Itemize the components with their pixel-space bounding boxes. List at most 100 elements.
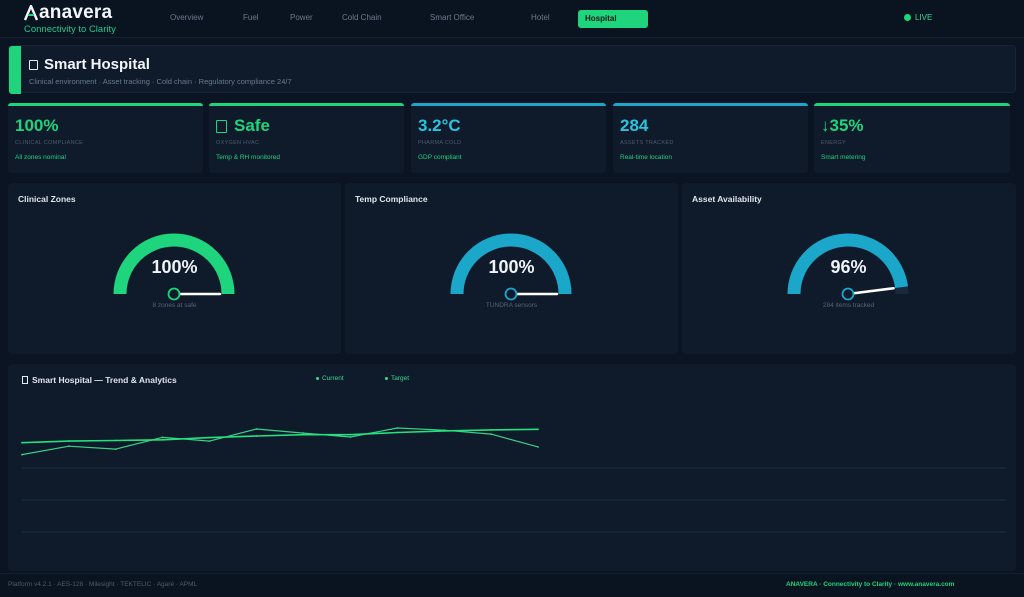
data-point (161, 436, 164, 439)
gauge-sub: 8 zones at safe (152, 302, 197, 309)
shield-icon (216, 119, 227, 133)
gauge-fill (787, 233, 909, 295)
gauge-sub: TUNDRA sensors (485, 302, 538, 309)
nav-hospital-active[interactable]: Hospital (578, 10, 648, 28)
gauge-title: Clinical Zones (18, 194, 76, 204)
kpi-label: ASSETS TRACKED (620, 140, 674, 146)
kpi-card-compliance[interactable]: 100% CLINICAL COMPLIANCE All zones nomin… (8, 103, 203, 173)
nav-fuel[interactable]: Fuel (243, 13, 259, 22)
nav-power[interactable]: Power (290, 13, 313, 22)
kpi-value: 3.2°C (418, 116, 461, 135)
gauge-fill (113, 233, 235, 295)
nav-overview[interactable]: Overview (170, 13, 204, 22)
kpi-label: ENERGY (821, 140, 847, 146)
gauge-hub (167, 287, 181, 301)
data-point (302, 432, 305, 434)
live-indicator: LIVE (904, 13, 932, 22)
data-point (490, 433, 492, 435)
gauge-value: 96% (830, 257, 867, 277)
legend-dot-icon (385, 377, 388, 380)
data-point (21, 441, 23, 444)
data-point (490, 429, 492, 431)
gauge-card-temp-compliance: Temp Compliance 100% TUNDRA sensors (345, 183, 678, 354)
gauge-dial (450, 233, 572, 301)
gauge-title: Asset Availability (692, 194, 762, 204)
legend-label: Current (322, 375, 344, 382)
page-title-text: Smart Hospital (44, 56, 150, 73)
kpi-sub: GDP compliant (418, 154, 462, 161)
kpi-sub: Temp & RH monitored (216, 154, 280, 161)
gauge-fill (450, 233, 572, 295)
logo-a-icon (24, 5, 38, 21)
kpi-card-hvac[interactable]: Safe OXYGEN HVAC Temp & RH monitored (209, 103, 404, 173)
live-label: LIVE (915, 13, 933, 22)
brand-name: anavera (39, 2, 113, 23)
gauge-value: 100% (488, 257, 535, 277)
data-point (349, 433, 352, 436)
trend-title-text: Smart Hospital — Trend & Analytics (32, 375, 177, 385)
footer-brand-link[interactable]: ANAVERA · Connectivity to Clarity · www.… (786, 581, 955, 588)
kpi-value-text: Safe (234, 116, 270, 135)
trend-chart-card: Smart Hospital — Trend & Analytics Curre… (8, 364, 1016, 571)
data-point (302, 433, 305, 436)
page-header: Smart Hospital Clinical environment · As… (8, 45, 1016, 94)
gauge-dial (113, 233, 235, 301)
brand-tagline: Connectivity to Clarity (24, 24, 116, 35)
kpi-value: Safe (216, 116, 270, 136)
data-point (114, 448, 117, 450)
data-point (208, 440, 211, 442)
legend-current[interactable]: Current (316, 375, 344, 382)
data-point (255, 428, 258, 430)
gauge-value: 100% (151, 257, 198, 277)
data-point (208, 436, 211, 439)
trend-title: Smart Hospital — Trend & Analytics (22, 375, 177, 385)
data-point (396, 431, 399, 434)
nav-cold-chain[interactable]: Cold Chain (342, 13, 382, 22)
data-point (349, 436, 352, 438)
kpi-value: 100% (15, 116, 59, 135)
kpi-card-energy[interactable]: ↓35% ENERGY Smart metering (814, 103, 1010, 173)
data-point (161, 438, 164, 441)
kpi-label: CLINICAL COMPLIANCE (15, 140, 84, 146)
footer: Platform v4.2.1 · AES-128 · Milesight · … (0, 573, 1024, 597)
data-point (537, 446, 539, 448)
brand-logo[interactable]: anavera Connectivity to Clarity (24, 2, 116, 35)
gauge-card-clinical-zones: Clinical Zones 100% 8 zones at safe (8, 183, 341, 354)
kpi-value: ↓35% (821, 116, 864, 135)
data-point (443, 430, 446, 432)
data-point (68, 440, 70, 442)
nav-hotel[interactable]: Hotel (531, 13, 550, 22)
legend-target[interactable]: Target (385, 375, 409, 382)
kpi-card-pharma[interactable]: 3.2°C PHARMA COLD GDP compliant (411, 103, 606, 173)
data-point (255, 435, 258, 437)
data-point (396, 427, 399, 429)
data-point (21, 453, 23, 456)
gauge-sub: 284 items tracked (822, 302, 875, 309)
page-subtitle: Clinical environment · Asset tracking · … (29, 77, 292, 86)
nav-smart-office[interactable]: Smart Office (430, 13, 475, 22)
header-accent-bar (9, 46, 21, 94)
gauge-dial (787, 233, 909, 301)
gauge-needle (846, 286, 895, 296)
data-point (114, 439, 117, 442)
kpi-card-assets[interactable]: 284 ASSETS TRACKED Real-time location (613, 103, 808, 173)
legend-label: Target (391, 375, 410, 382)
footer-platform-info: Platform v4.2.1 · AES-128 · Milesight · … (8, 581, 198, 588)
kpi-sub: All zones nominal (15, 154, 66, 161)
gauge-card-asset-availability: Asset Availability 96% 284 items tracked (682, 183, 1016, 354)
kpi-label: PHARMA COLD (418, 140, 462, 146)
data-point (68, 445, 70, 448)
data-point (537, 428, 539, 431)
gauge-hub (841, 287, 855, 301)
gauge-hub (504, 287, 518, 301)
kpi-label: OXYGEN HVAC (216, 140, 260, 146)
hospital-icon (29, 59, 38, 70)
page-title: Smart Hospital (29, 56, 150, 73)
top-nav: anavera Connectivity to Clarity Overview… (0, 0, 1024, 38)
kpi-sub: Real-time location (620, 154, 673, 161)
trend-plot (21, 427, 1006, 533)
series-line-target (21, 428, 539, 444)
kpi-value: 284 (620, 116, 649, 135)
kpi-sub: Smart metering (821, 154, 866, 161)
live-dot-icon (904, 14, 911, 21)
